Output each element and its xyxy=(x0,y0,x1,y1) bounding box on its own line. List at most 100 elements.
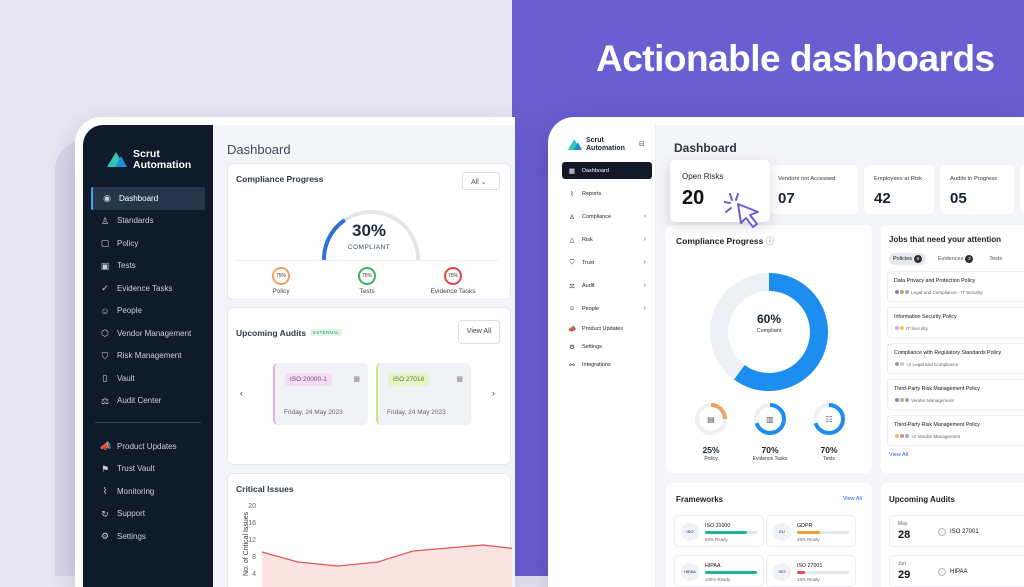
chevron-right-icon[interactable]: › xyxy=(492,388,495,398)
trend-line xyxy=(261,544,512,567)
sidebar-item-monitoring[interactable]: ⌇ Monitoring xyxy=(91,480,205,503)
collapse-sidebar-icon[interactable]: ⊟ xyxy=(639,141,645,148)
sidebar-item-integrations[interactable]: ⚯ Integrations xyxy=(562,356,652,374)
compliance-percent: 30% xyxy=(351,221,387,240)
nav-icon: ♙ xyxy=(100,215,110,226)
sidebar-item-dashboard[interactable]: ◉ Dashboard xyxy=(91,187,205,210)
audit-date: Friday, 24 May 2023 xyxy=(387,409,446,416)
sidebar-item-label: Monitoring xyxy=(117,486,155,496)
compliance-donut xyxy=(710,273,828,391)
audit-tag: ISO 27018 xyxy=(388,373,430,386)
sidebar-item-label: Reports xyxy=(582,190,602,197)
sidebar-item-settings[interactable]: ⚙ Settings xyxy=(91,525,205,548)
tests-label: Tests xyxy=(359,288,375,295)
critical-issues-chart: No. of Critical Issues 20 16 12 8 4 xyxy=(243,503,512,587)
framework-logo-icon: EU xyxy=(773,523,791,541)
nav-icon: ⌇ xyxy=(102,486,108,497)
progress-ring: ▤ xyxy=(695,403,727,435)
sidebar-item-label: Settings xyxy=(582,344,602,350)
sidebar-item-risk-management[interactable]: ⛉ Risk Management xyxy=(91,345,205,368)
sidebar-item-product-updates[interactable]: 📣 Product Updates xyxy=(91,435,205,458)
upcoming-audits-card: Upcoming Audits May 28 ISO 27001 Jun 29 HIPAA xyxy=(881,483,1024,587)
filter-select[interactable]: All ⌄ xyxy=(462,172,500,190)
audit-card[interactable]: ISO 20000-1 ▦ Friday, 24 May 2023 xyxy=(273,363,368,425)
avatar-group xyxy=(894,433,910,439)
sidebar-item-audit[interactable]: ⚖ Audit › xyxy=(562,274,652,297)
sidebar-item-standards[interactable]: ♙ Standards xyxy=(91,210,205,233)
audit-item[interactable]: May 28 ISO 27001 xyxy=(889,515,1024,547)
readiness-bar xyxy=(705,571,757,574)
tests-metric[interactable]: 75% Tests xyxy=(332,267,402,295)
sidebar-item-label: Tests xyxy=(117,261,136,271)
stat-label: Employees at Risk xyxy=(874,176,923,182)
metric-policy[interactable]: ▤ 25% Policy xyxy=(688,401,734,462)
sidebar-item-compliance[interactable]: ♙ Compliance › xyxy=(562,205,652,228)
chevron-down-icon: ⌄ xyxy=(480,179,487,186)
metric-evidence-tasks[interactable]: ▥ 70% Evidence Tasks xyxy=(747,401,793,462)
view-all-link[interactable]: View All xyxy=(889,452,909,458)
sidebar-item-trust[interactable]: ⛉ Trust › xyxy=(562,251,652,274)
readiness-text: 45% Ready xyxy=(797,537,820,542)
card-title: Compliance Progress xyxy=(236,174,324,184)
view-all-button[interactable]: View All xyxy=(458,320,500,344)
page-title: Dashboard xyxy=(674,141,737,155)
evidence-ring: 75% xyxy=(444,267,462,285)
view-all-link[interactable]: View All xyxy=(842,496,862,502)
brand-line1: Scrut xyxy=(586,137,604,144)
tab-evidences[interactable]: Evidences 3 xyxy=(934,253,977,265)
framework-icon xyxy=(938,568,946,576)
audit-item[interactable]: Jun 29 HIPAA xyxy=(889,555,1024,587)
sidebar-item-people[interactable]: ☺ People › xyxy=(562,297,652,320)
job-item[interactable]: Third-Party Risk Management Policy +2 Ven… xyxy=(887,415,1024,446)
stat-card[interactable]: Vendors not Accessed 07 xyxy=(768,165,858,214)
sidebar-item-policy[interactable]: ▢ Policy xyxy=(91,232,205,255)
audit-day: 29 xyxy=(898,569,911,581)
tab-tests[interactable]: Tests xyxy=(985,253,1006,265)
framework-card[interactable]: HIPAA HIPAA 100% Ready xyxy=(674,555,764,587)
sidebar-divider xyxy=(95,422,201,423)
sidebar: Scrut Automation ◉ Dashboard ♙ Standards ▢ Pol… xyxy=(83,125,213,587)
sidebar-item-audit-center[interactable]: ⚖ Audit Center xyxy=(91,390,205,413)
sidebar-item-support[interactable]: ↻ Support xyxy=(91,503,205,526)
sidebar-item-vault[interactable]: ▯ Vault xyxy=(91,367,205,390)
metric-tests[interactable]: ☷ 70% Tests xyxy=(806,401,852,462)
sidebar-item-label: Evidence Tasks xyxy=(117,283,173,293)
sidebar-item-dashboard[interactable]: ▦ Dashboard xyxy=(562,162,652,179)
calendar-icon: ▦ xyxy=(353,376,360,383)
framework-card[interactable]: ISO ISO 27001 15% Ready xyxy=(766,555,856,587)
stat-card[interactable]: Audits in Progress 05 xyxy=(940,165,1014,214)
sidebar-item-evidence-tasks[interactable]: ✓ Evidence Tasks xyxy=(91,277,205,300)
sidebar-item-trust-vault[interactable]: ⚑ Trust Vault xyxy=(91,458,205,481)
chevron-right-icon: › xyxy=(643,236,646,243)
metric-value: 70% xyxy=(820,445,838,455)
evidence-label: Evidence Tasks xyxy=(430,288,476,295)
sidebar-item-tests[interactable]: ▣ Tests xyxy=(91,255,205,278)
tab-policies[interactable]: Policies 6 xyxy=(889,253,926,265)
job-item[interactable]: Third-Party Risk Management Policy Vendor… xyxy=(887,379,1024,410)
avatar-group xyxy=(894,289,910,295)
stat-label: Audits in Progress xyxy=(950,176,998,182)
job-item[interactable]: Compliance with Regulatory Standards Pol… xyxy=(887,343,1024,374)
chevron-left-icon[interactable]: ‹ xyxy=(240,388,243,398)
sidebar-item-vendor-management[interactable]: ⬡ Vendor Management xyxy=(91,322,205,345)
info-icon[interactable]: ⓘ xyxy=(765,236,775,246)
sidebar-item-settings[interactable]: ⚙ Settings xyxy=(562,338,652,356)
evidence-metric[interactable]: 75% Evidence Tasks xyxy=(418,267,488,295)
job-subtitle: IT Security xyxy=(894,325,928,331)
sidebar-item-people[interactable]: ☺ People xyxy=(91,300,205,323)
framework-card[interactable]: ISO ISO 31000 80% Ready xyxy=(674,515,764,547)
policy-metric[interactable]: 75% Policy xyxy=(246,267,316,295)
audit-card[interactable]: ISO 27018 ▦ Friday, 24 May 2023 xyxy=(376,363,471,425)
stat-card[interactable]: Employees at Risk 42 xyxy=(864,165,934,214)
framework-card[interactable]: EU GDPR 45% Ready xyxy=(766,515,856,547)
stat-card[interactable]: Tr1 xyxy=(1020,165,1024,214)
svg-text:☷: ☷ xyxy=(825,415,832,424)
sidebar-item-risk[interactable]: △ Risk › xyxy=(562,228,652,251)
sidebar-item-reports[interactable]: ⌇ Reports xyxy=(562,182,652,205)
nav-icon: ◉ xyxy=(103,193,111,204)
job-title: Third-Party Risk Management Policy xyxy=(894,386,980,392)
nav-icon: ▯ xyxy=(102,373,108,384)
sidebar-item-product-updates[interactable]: 📣 Product Updates xyxy=(562,320,652,338)
job-item[interactable]: Data Privacy and Protection Policy Legal … xyxy=(887,271,1024,302)
job-item[interactable]: Information Security Policy IT Security xyxy=(887,307,1024,338)
